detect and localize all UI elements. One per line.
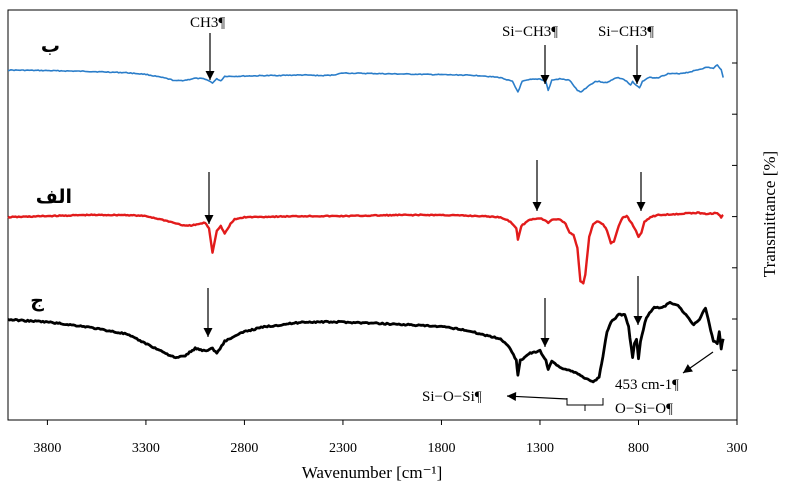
arrow-ch3-bottom — [203, 288, 213, 337]
series-label-alef: الف — [36, 186, 72, 208]
x-axis-ticks: 3800 3300 2800 2300 1800 1300 800 300 — [33, 420, 748, 456]
x-tick-label: 1800 — [427, 441, 455, 456]
x-tick-label: 3300 — [132, 441, 160, 456]
series-line-3 — [7, 300, 725, 384]
arrow-sich3-right-bottom — [633, 276, 643, 325]
x-tick-label: 800 — [628, 441, 649, 456]
x-tick-label: 3800 — [33, 441, 61, 456]
arrow-sich3-left-mid — [532, 160, 542, 211]
si-o-si-bracket — [566, 398, 604, 411]
arrow-sich3-right-mid — [636, 172, 646, 211]
annotation-sich3-left: Si−CH3¶ — [502, 24, 558, 40]
series-line-1 — [8, 64, 724, 93]
x-tick-label: 2800 — [230, 441, 258, 456]
y-axis-ticks — [732, 62, 737, 371]
series-layer — [7, 64, 725, 384]
plot-frame — [7, 9, 738, 421]
series-label-jim: ج — [30, 290, 44, 312]
arrow-sich3-left-top — [540, 45, 550, 84]
annotation-arrows — [203, 33, 714, 411]
arrow-453 — [682, 351, 714, 374]
series-line-2 — [7, 211, 724, 285]
annotation-ch3: CH3¶ — [190, 15, 225, 31]
annotation-sich3-right: Si−CH3¶ — [598, 24, 654, 40]
annotation-o-si-o: O−Si−O¶ — [615, 401, 673, 417]
arrow-sich3-right-top — [632, 45, 642, 84]
x-axis-title: Wavenumber [cm⁻¹] — [302, 463, 443, 482]
y-axis-title: Transmittance [%] — [760, 151, 779, 277]
series-label-b: ب — [41, 35, 60, 57]
x-tick-label: 1300 — [526, 441, 554, 456]
arrow-ch3-top — [205, 33, 215, 80]
x-tick-label: 2300 — [329, 441, 357, 456]
annotation-453: 453 cm-1¶ — [615, 377, 679, 393]
arrow-ch3-mid — [204, 172, 214, 224]
annotation-si-o-si: Si−O−Si¶ — [422, 389, 482, 405]
x-tick-label: 300 — [727, 441, 748, 456]
arrow-si-o-si — [506, 391, 568, 401]
arrow-sich3-left-bottom — [540, 298, 550, 347]
